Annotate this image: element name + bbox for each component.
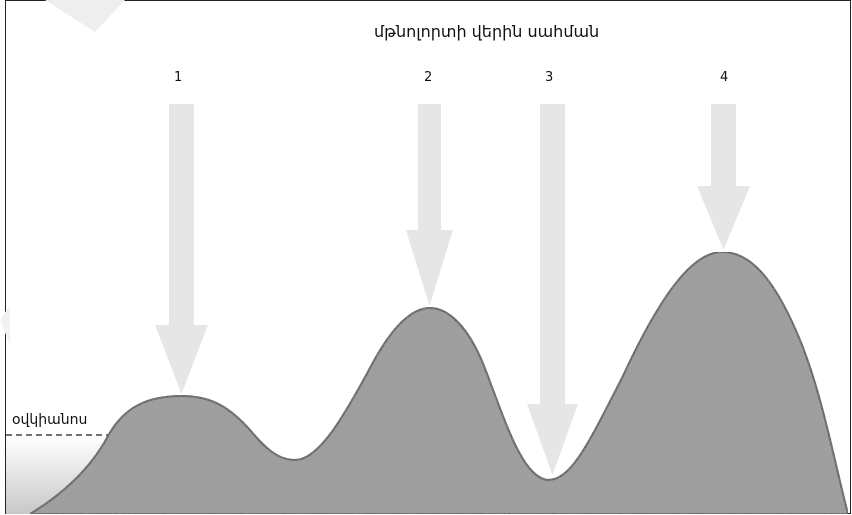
ocean-area xyxy=(6,436,108,514)
ocean-label: օվկիանոս xyxy=(12,412,88,428)
arrow-4 xyxy=(697,104,750,250)
arrow-1-label: 1 xyxy=(174,70,183,85)
arrow-3 xyxy=(527,104,578,475)
arrow-3-label: 3 xyxy=(545,70,554,85)
diagram-title: մթնոլորտի վերին սահման xyxy=(374,22,600,41)
arrow-4-label: 4 xyxy=(720,70,729,85)
terrain xyxy=(26,250,850,515)
arrow-1 xyxy=(155,104,208,394)
arrow-2 xyxy=(406,104,453,306)
edge-decoration xyxy=(0,305,10,345)
corner-decoration xyxy=(45,0,125,32)
arrow-2-label: 2 xyxy=(424,70,433,85)
